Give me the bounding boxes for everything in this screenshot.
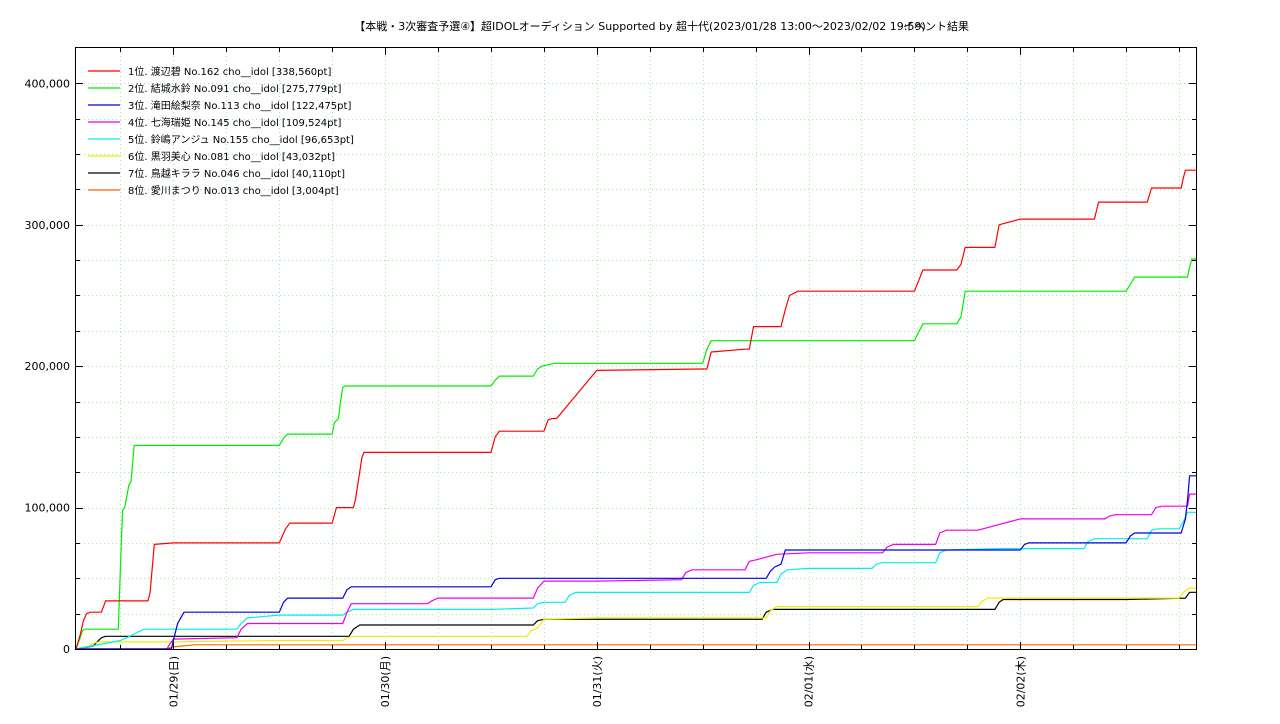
y-tick-label: 0 [63,643,70,656]
chart-subtitle: イベント結果 [903,19,969,33]
legend-label: 7位. 鳥越キララ No.046 cho__idol [40,110pt] [128,167,345,180]
x-tick-label: 01/31(火) [591,656,604,707]
axis-ticks: 0 100,000 200,000 300,000 400,000 01/29(日) 01/… [25,48,1196,707]
series-line [75,258,1196,650]
legend-label: 4位. 七海瑞姫 No.145 cho__idol [109,524pt] [128,116,341,129]
y-tick-label: 300,000 [25,219,71,232]
chart-title: 【本戦・3次審査予選④】超IDOLオーディション Supported by 超十… [354,19,926,33]
legend: 1位. 渡辺碧 No.162 cho__idol [338,560pt] 2位. … [88,65,354,197]
series-line [76,475,1196,650]
x-tick-label: 02/02(木) [1014,656,1027,707]
legend-label: 8位. 愛川まつり No.013 cho__idol [3,004pt] [128,184,339,197]
y-tick-label: 100,000 [25,502,71,515]
y-tick-label: 200,000 [25,360,71,373]
series-line [75,591,1196,650]
series-line [75,511,1196,650]
plot-frame [75,47,1197,650]
series-line [76,493,1196,650]
x-tick-label: 01/30(月) [379,656,392,707]
legend-label: 6位. 黒羽美心 No.081 cho__idol [43,032pt] [128,150,335,163]
legend-label: 5位. 鈴嶋アンジュ No.155 cho__idol [96,653pt] [128,133,354,146]
x-tick-label: 02/01(水) [803,656,816,707]
y-tick-label: 400,000 [25,77,71,90]
legend-label: 2位. 結城水鈴 No.091 cho__idol [275,779pt] [128,82,341,95]
legend-label: 1位. 渡辺碧 No.162 cho__idol [338,560pt] [128,65,331,78]
legend-label: 3位. 滝田絵梨奈 No.113 cho__idol [122,475pt] [128,99,351,112]
x-tick-label: 01/29(日) [167,656,180,707]
series-line [75,587,1196,650]
series-line [75,169,1196,650]
